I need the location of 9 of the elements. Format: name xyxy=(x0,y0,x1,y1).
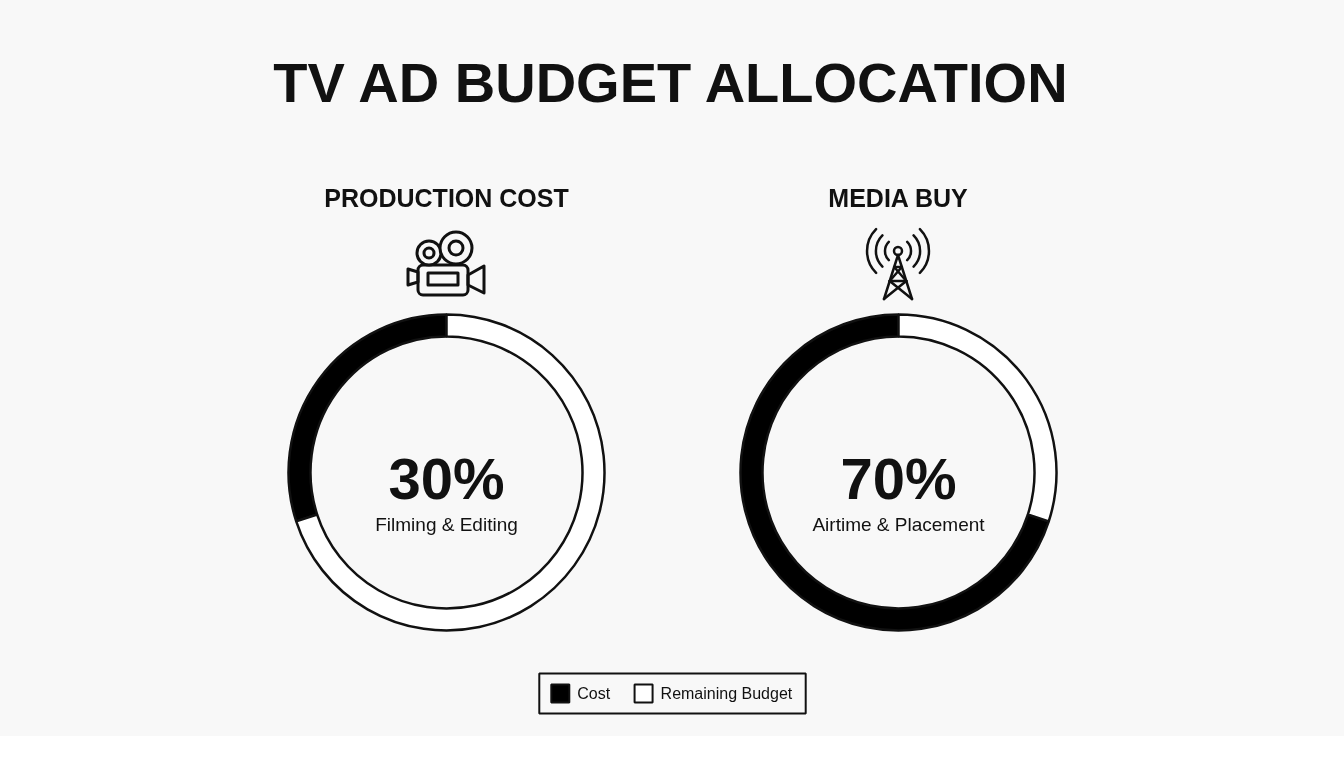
text: Airtime & Placement xyxy=(812,514,986,535)
legend-label: Remaining Budget xyxy=(660,685,793,702)
legend-label: Cost xyxy=(577,685,611,702)
text: 70% xyxy=(840,446,957,511)
chart-subtitle: MEDIA BUY xyxy=(828,183,969,212)
chart-subtitle: PRODUCTION COST xyxy=(324,183,569,212)
chart-title: TV AD BUDGET ALLOCATION xyxy=(273,51,1068,114)
text: 30% xyxy=(388,446,505,511)
text: Filming & Editing xyxy=(375,514,518,535)
